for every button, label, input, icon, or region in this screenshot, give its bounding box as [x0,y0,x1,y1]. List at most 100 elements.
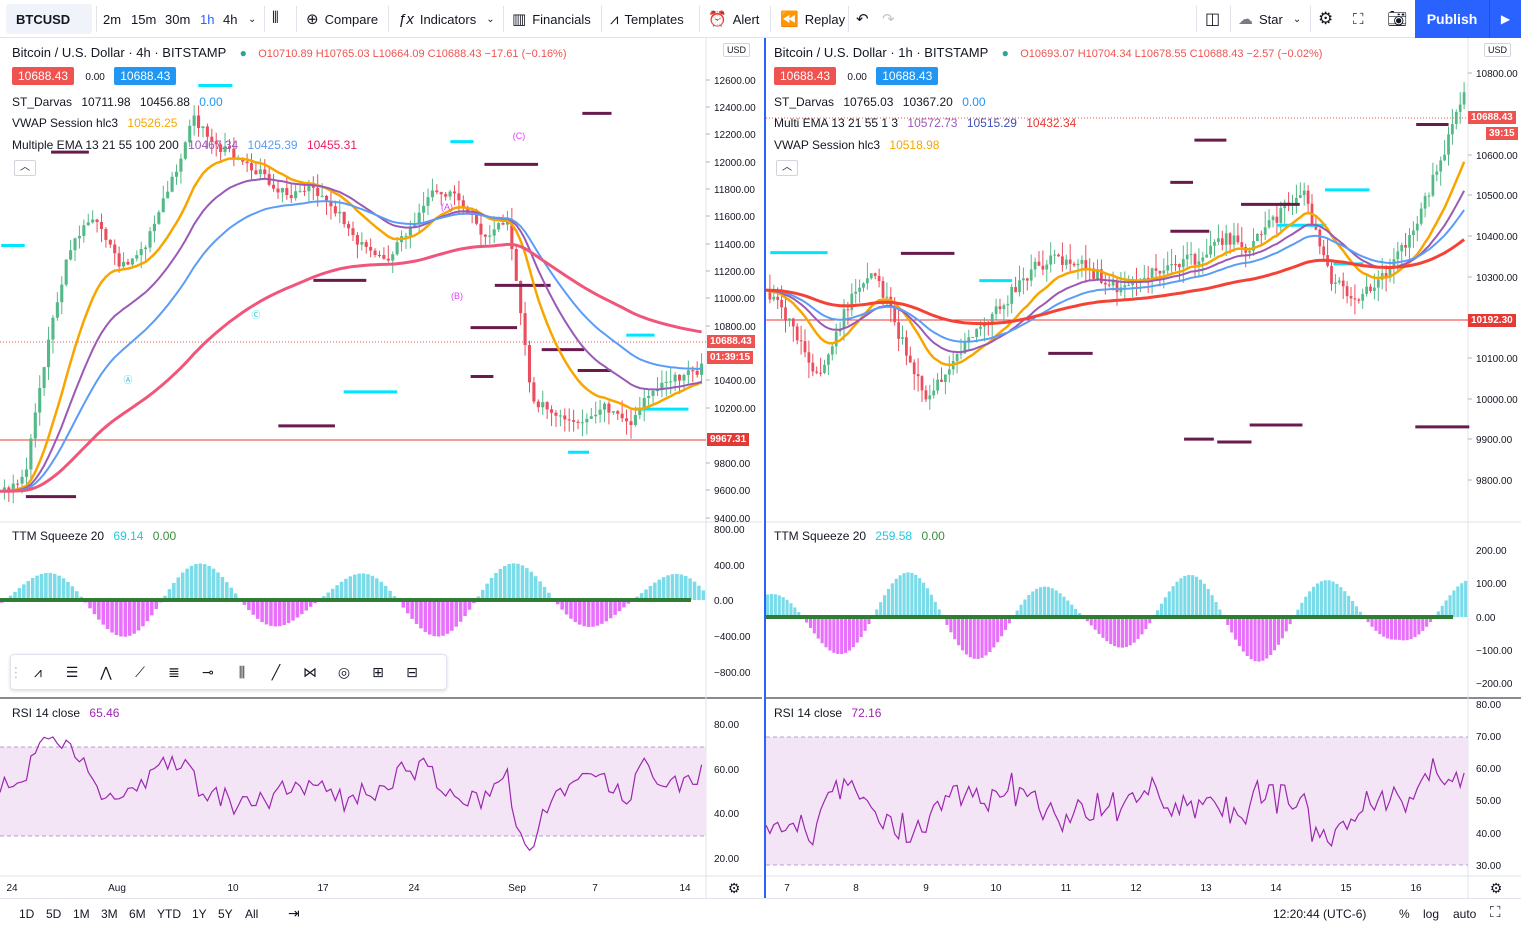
trend-line-icon[interactable]: ⟋ [135,663,145,680]
candle [91,219,95,223]
fullscreen-icon[interactable]: ⛶ [1353,10,1364,28]
indicator-legend-ema[interactable]: Multiple EMA 13 21 55 100 200 10467.34 1… [12,138,357,152]
auto-scale-toggle[interactable]: auto [1453,907,1477,921]
elliott-impulse-icon[interactable]: ⋀ [100,663,112,680]
candle [377,254,382,256]
interval-1h[interactable]: 1h [200,11,215,27]
range-5d[interactable]: 5D [46,907,62,921]
squeeze-bar [220,576,225,600]
indicator-legend-ttm[interactable]: TTM Squeeze 20 69.14 0.00 [12,529,177,543]
bid-price[interactable]: 10688.43 [12,67,75,85]
layout-icon[interactable]: ◫ [1205,11,1221,28]
range-all[interactable]: All [245,907,259,921]
camera-icon[interactable]: 📷︎ [1387,11,1408,28]
collapse-legend-button[interactable]: ︿ [14,160,36,176]
rsi-axis-label: 50.00 [1476,796,1501,807]
range-6m[interactable]: 6M [129,907,146,921]
long-position-icon[interactable]: ⫼ [238,663,246,680]
candle [1412,230,1415,236]
ask-price[interactable]: 10688.43 [876,67,939,85]
redo-icon[interactable]: ↷ [882,11,895,28]
range-5y[interactable]: 5Y [218,907,233,921]
gann-box-icon[interactable]: ⊞ [372,663,384,680]
range-3m[interactable]: 3M [101,907,118,921]
gear-icon[interactable]: ⚙ [1318,9,1334,28]
price-axis-label: 12600.00 [714,76,756,87]
indicator-legend-rsi[interactable]: RSI 14 close 65.46 [12,706,120,720]
log-scale-toggle[interactable]: log [1423,907,1440,921]
interval-4h[interactable]: 4h [223,11,238,27]
price-axis-label: 10400.00 [1476,232,1518,243]
goto-date-icon[interactable]: ⇥ [288,905,300,921]
interval-2m[interactable]: 2m [103,11,122,27]
squeeze-bar [1234,617,1238,640]
publish-button[interactable]: Publish [1415,0,1489,38]
candle [1053,254,1056,256]
indicators-button[interactable]: ƒx Indicators ⌄ [398,10,495,28]
fib-spiral-icon[interactable]: ◎ [337,663,351,680]
bid-price[interactable]: 10688.43 [774,67,837,85]
currency-label[interactable]: USD [1484,43,1512,57]
templates-button[interactable]: ⩘ Templates [610,10,684,28]
replay-button[interactable]: ⏪ Replay [780,11,846,28]
fib-retracement-icon[interactable]: ☰ [65,663,79,680]
elliott-wave-icon[interactable]: ⩘ [34,663,42,680]
compare-button[interactable]: ⊕ Compare [306,11,379,28]
star-button[interactable]: ☁ Star ⌄ [1238,11,1302,28]
drag-handle-icon[interactable]: ⋮ [9,663,23,680]
indicator-legend-darvas[interactable]: ST_Darvas 10765.03 10367.20 0.00 [774,95,986,109]
candle [338,211,342,214]
price-axis-label: 9600.00 [714,486,751,497]
indicator-legend-darvas[interactable]: ST_Darvas 10711.98 10456.88 0.00 [12,95,223,109]
indicator-legend-vwap[interactable]: VWAP Session hlc3 10518.98 [774,138,940,152]
ask-price[interactable]: 10688.43 [114,67,177,85]
alert-button[interactable]: ⏰ Alert [708,11,760,28]
squeeze-bar [127,600,132,636]
squeeze-bar [608,600,613,619]
interval-15m[interactable]: 15m [131,11,157,27]
bar-chart-icon: ▥ [512,11,527,28]
squeeze-bar [26,580,31,600]
indicator-legend-ttm[interactable]: TTM Squeeze 20 259.58 0.00 [774,529,945,543]
percent-scale-toggle[interactable]: % [1399,907,1410,921]
chart-panel-left[interactable]: 12600.00 12400.00 12200.00 12000.00 11800.00… [0,38,762,898]
play-circle-icon[interactable]: ▶ [1489,0,1521,38]
symbol-search[interactable]: BTCUSD [6,4,92,34]
financials-button[interactable]: ▥ Financials [512,11,591,28]
clock[interactable]: 12:20:44 (UTC-6) [1273,907,1367,921]
candle [386,258,390,261]
squeeze-bar [1105,617,1109,642]
fullscreen-icon[interactable]: ⛶ [1490,904,1501,921]
candle [905,337,908,356]
range-1d[interactable]: 1D [19,907,35,921]
indicator-legend-ema[interactable]: Multi EMA 13 21 55 1 3 10572.73 10515.29… [774,116,1077,130]
collapse-legend-button[interactable]: ︿ [776,160,798,176]
squeeze-bar [361,573,366,600]
xabcd-pattern-icon[interactable]: ⋈ [303,663,317,680]
chart-canvas-right[interactable]: 10800.00 10600.00 10500.00 10400.00 10300.00… [766,38,1521,898]
undo-icon[interactable]: ↶ [856,11,869,28]
ema-21 [0,177,702,493]
chart-canvas-left[interactable]: 12600.00 12400.00 12200.00 12000.00 11800.00… [0,38,762,898]
range-ytd[interactable]: YTD [157,907,181,921]
squeeze-bar [264,600,269,625]
currency-label[interactable]: USD [723,43,751,57]
horizontal-ray-icon[interactable]: ⊸ [202,663,214,680]
interval-30m[interactable]: 30m [165,11,191,27]
range-1m[interactable]: 1M [73,907,90,921]
indicator-legend-rsi[interactable]: RSI 14 close 72.16 [774,706,882,720]
squeeze-bar [1456,586,1460,617]
range-1y[interactable]: 1Y [192,907,207,921]
regression-trend-icon[interactable]: ⊟ [406,663,418,680]
line-icon[interactable]: ╱ [271,663,281,680]
parallel-channel-icon[interactable]: ≣ [168,663,180,680]
last-price-tag: 10688.43 [1468,111,1516,124]
chart-panel-right[interactable]: 10800.00 10600.00 10500.00 10400.00 10300.00… [764,38,1521,898]
candle [967,337,971,343]
candle [122,261,126,267]
squeeze-bar [163,595,167,600]
squeeze-bar [1374,617,1378,631]
indicator-legend-vwap[interactable]: VWAP Session hlc3 10526.25 [12,116,178,130]
candles-icon[interactable]: ⫴ [272,10,279,27]
chevron-down-icon[interactable]: ⌄ [248,13,257,25]
